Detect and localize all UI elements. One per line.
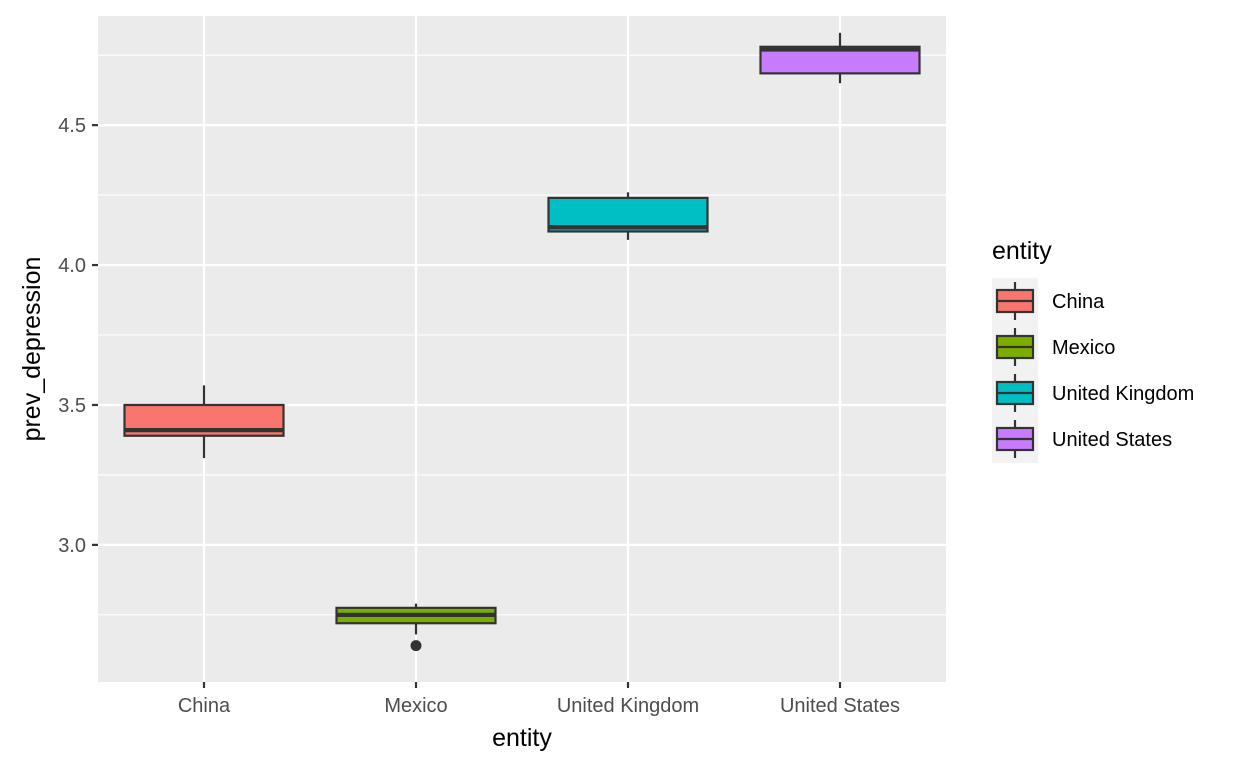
x-tick-label: Mexico (384, 695, 447, 717)
box-united-states (759, 32, 921, 84)
minor-gridlines (98, 54, 946, 616)
legend-label: Mexico (1052, 337, 1115, 359)
box-mexico (335, 603, 497, 652)
legend-item: Mexico (995, 328, 1115, 366)
y-tick-label: 4.5 (58, 115, 86, 137)
x-axis-title: entity (492, 724, 552, 752)
box-united-kingdom (547, 192, 709, 240)
x-tick-label: China (178, 695, 231, 717)
legend-label: China (1052, 291, 1105, 313)
legend-item: United States (995, 420, 1172, 458)
legend-items: China Mexico United Kingdom United States (995, 282, 1194, 458)
legend-title: entity (992, 237, 1052, 265)
y-tick-label: 4.0 (58, 255, 86, 277)
box-marks (123, 32, 921, 652)
outlier-point (410, 640, 422, 652)
legend-item: United Kingdom (995, 374, 1194, 412)
legend: entity China Mexico United Kingdom United S… (992, 237, 1194, 463)
x-axis: China Mexico United Kingdom United States (178, 682, 900, 717)
y-tick-label: 3.5 (58, 395, 86, 417)
legend-item: China (995, 282, 1105, 320)
y-tick-label: 3.0 (58, 535, 86, 557)
x-tick-label: United Kingdom (557, 695, 699, 717)
box-china (123, 385, 285, 459)
plot-panel (98, 16, 946, 682)
y-axis: 3.0 3.5 4.0 4.5 (58, 115, 98, 557)
y-axis-title: prev_depression (18, 257, 46, 442)
x-tick-label: United States (780, 695, 900, 717)
legend-label: United States (1052, 429, 1172, 451)
legend-label: United Kingdom (1052, 383, 1194, 405)
